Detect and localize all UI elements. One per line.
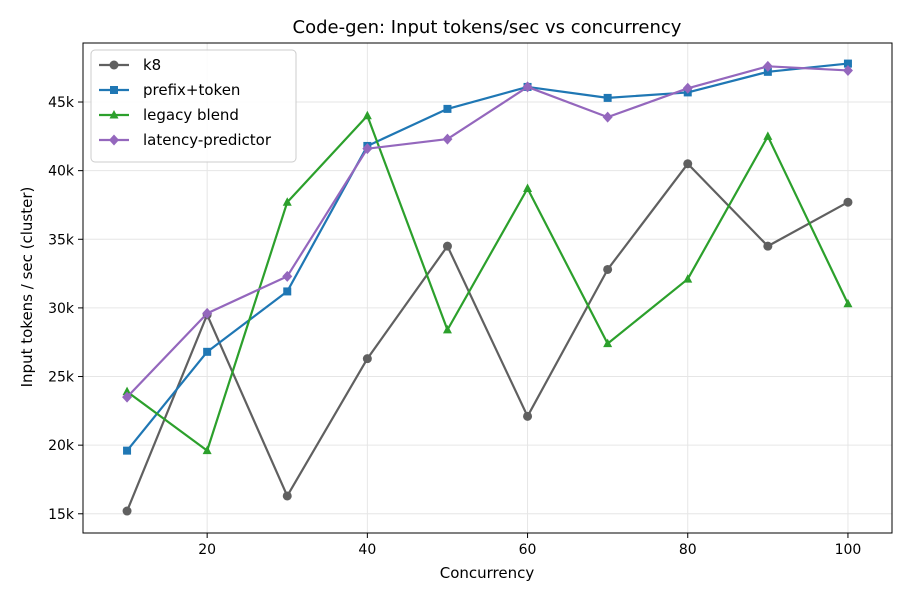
data-point-prefix-token [123,446,132,455]
legend-label-k8: k8 [143,56,161,74]
legend-marker-k8 [109,60,119,70]
data-point-latency-predictor [122,391,133,403]
data-point-prefix-token [603,93,612,102]
data-point-k8 [362,354,372,364]
data-point-legacy-blend [442,324,452,334]
legend-box [90,49,297,163]
x-tick-label: 100 [835,542,862,558]
y-tick-label: 30k [48,301,75,317]
y-tick-label: 35k [48,232,75,248]
data-point-k8 [442,241,452,251]
data-point-prefix-token [283,287,292,296]
data-point-latency-predictor [522,81,533,93]
data-point-k8 [603,264,613,274]
data-point-k8 [683,159,693,169]
legend-item-latency-predictor: latency-predictor [99,131,272,149]
y-tick-label: 20k [48,438,75,454]
series-line-latency-predictor [126,65,849,398]
y-tick-label: 45k [48,95,75,111]
data-point-legacy-blend [523,183,533,192]
data-point-k8 [282,491,292,501]
data-point-legacy-blend [683,274,693,283]
ticks: 20 40 60 80 100 15k 20k 25k 30k 35k 40k 45k [48,95,861,558]
data-point-latency-predictor [282,270,293,282]
data-point-k8 [122,506,132,516]
data-point-legacy-blend [763,131,773,140]
legend-label-latency-predictor: latency-predictor [143,131,272,149]
series-line-prefix-token [126,62,849,452]
legend: k8 prefix+token legacy blend latency-predic… [90,49,297,163]
x-tick-label: 20 [198,542,216,558]
data-point-k8 [843,197,853,207]
legend-item-k8: k8 [99,56,161,74]
legend-marker-prefix-token [110,86,118,94]
x-tick-label: 80 [679,542,697,558]
legend-marker-legacy-blend [109,110,119,119]
data-point-legacy-blend [362,110,372,120]
plot-frame [82,42,893,534]
x-tick-label: 40 [358,542,376,558]
data-point-latency-predictor [202,307,213,319]
series-line-legacy-blend [126,114,849,452]
x-axis-label: Concurrency [440,564,535,582]
series-k8 [122,159,853,516]
legend-item-prefix-token: prefix+token [99,81,240,99]
series-latency-predictor [122,60,853,403]
y-tick-label: 40k [48,164,75,180]
data-point-legacy-blend [843,298,853,308]
data-point-latency-predictor [602,111,613,123]
series-legacy-blend [122,110,853,455]
y-tick-label: 25k [48,370,75,386]
legend-marker-latency-predictor [109,134,119,146]
y-axis-label: Input tokens / sec (cluster) [18,187,36,388]
data-point-prefix-token [843,59,852,68]
y-tick-label: 15k [48,507,75,523]
series-layer [122,59,853,516]
data-point-legacy-blend [122,386,132,396]
data-point-latency-predictor [362,143,373,155]
data-point-prefix-token [203,347,212,356]
x-tick-label: 60 [519,542,537,558]
chart-title: Code-gen: Input tokens/sec vs concurrenc… [293,17,682,38]
data-point-latency-predictor [842,64,853,76]
series-line-k8 [126,162,849,512]
legend-item-legacy-blend: legacy blend [99,106,239,124]
data-point-legacy-blend [202,445,212,455]
data-point-legacy-blend [282,197,292,206]
data-point-k8 [523,411,533,421]
data-point-latency-predictor [762,60,773,72]
data-point-latency-predictor [682,82,693,94]
data-point-latency-predictor [442,133,453,145]
data-point-k8 [763,241,773,251]
data-point-legacy-blend [603,338,613,348]
data-point-prefix-token [443,104,452,113]
legend-label-legacy-blend: legacy blend [143,106,239,124]
legend-label-prefix-token: prefix+token [143,81,240,99]
